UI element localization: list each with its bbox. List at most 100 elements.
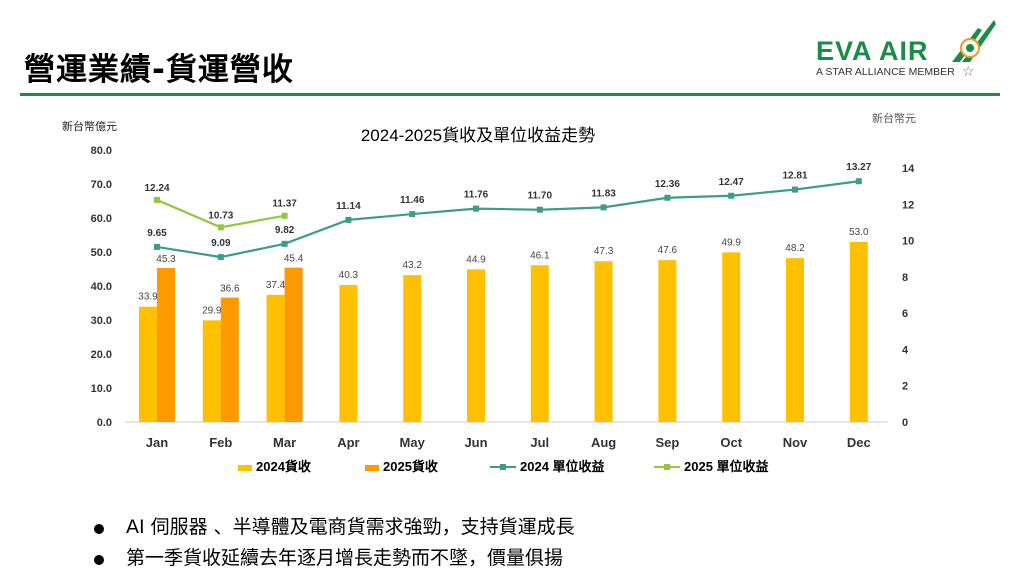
bar-2025 — [157, 267, 175, 422]
bar-2024-label: 46.1 — [530, 250, 550, 261]
chart-title: 2024-2025貨收及單位收益走勢 — [361, 126, 595, 145]
line-marker-2024 — [536, 206, 543, 213]
bar-2024 — [722, 252, 741, 422]
bar-2025-label: 45.3 — [156, 254, 176, 265]
right-tick-label: 2 — [902, 381, 908, 393]
legend-label-2025-unit: 2025 單位收益 — [684, 459, 769, 474]
bar-2024-label: 47.6 — [658, 245, 678, 256]
bullet-item: 第一季貨收延續去年逐月增長走勢而不墜，價量俱揚 — [92, 543, 575, 574]
revenue-chart: 2024-2025貨收及單位收益走勢 新台幣億元 新台幣元 0.0 10.0 20.… — [62, 111, 916, 474]
line-marker-2025 — [281, 212, 288, 219]
right-tick-label: 6 — [902, 308, 908, 320]
bar-2024-label: 47.3 — [594, 246, 614, 257]
line-value-label: 9.09 — [211, 238, 231, 249]
x-tick-label: Jan — [146, 435, 168, 450]
legend-label-2024: 2024貨收 — [256, 459, 312, 474]
legend-label-2024-unit: 2024 單位收益 — [520, 459, 605, 474]
bar-2024 — [849, 241, 868, 422]
bar-2024-label: 43.2 — [402, 260, 422, 271]
left-tick-label: 80.0 — [91, 145, 112, 157]
bullet-list: AI 伺服器 、半導體及電商貨需求強勁，支持貨運成長 第一季貨收延續去年逐月增長… — [92, 512, 575, 574]
bar-2024 — [658, 260, 677, 422]
x-tick-label: Dec — [847, 435, 871, 450]
x-tick-label: Mar — [273, 435, 296, 450]
line-value-label: 9.82 — [275, 225, 295, 236]
line-marker-2024 — [600, 204, 607, 211]
bar-2025 — [220, 297, 239, 422]
right-tick-label: 8 — [902, 272, 908, 284]
line-value-label: 11.70 — [528, 191, 553, 202]
header-divider — [20, 93, 1000, 96]
x-tick-label: Nov — [783, 435, 808, 450]
left-tick-label: 0.0 — [97, 417, 112, 429]
bar-2024 — [403, 275, 422, 422]
line-marker-2024 — [664, 194, 671, 201]
bullet-text: 第一季貨收延續去年逐月增長走勢而不墜，價量俱揚 — [126, 547, 564, 569]
line-marker-2024 — [792, 186, 798, 193]
right-tick-label: 4 — [902, 344, 909, 356]
logo-tagline: A STAR ALLIANCE MEMBER — [816, 66, 955, 78]
bar-2024-label: 37.4 — [266, 280, 286, 291]
x-tick-label: Oct — [720, 435, 742, 450]
bar-2024 — [467, 269, 485, 422]
bar-2024 — [594, 261, 613, 422]
line-marker-2024 — [345, 216, 352, 223]
line-value-label: 11.46 — [400, 195, 425, 206]
line-marker-2024 — [217, 254, 224, 261]
x-tick-label: Sep — [655, 435, 679, 450]
left-axis-unit: 新台幣億元 — [62, 119, 117, 133]
right-tick-label: 10 — [902, 236, 914, 248]
star-alliance-icon: ☆ — [962, 64, 975, 80]
right-tick-label: 0 — [902, 417, 908, 429]
bullet-dot-icon — [94, 555, 104, 565]
x-tick-label: May — [400, 435, 426, 450]
bar-2024 — [786, 258, 804, 422]
bar-2024-label: 49.9 — [721, 237, 741, 248]
bullet-item: AI 伺服器 、半導體及電商貨需求強勁，支持貨運成長 — [92, 512, 575, 543]
x-tick-label: Jun — [464, 435, 487, 450]
line-value-label: 12.36 — [655, 179, 680, 190]
bar-2024-label: 44.9 — [466, 254, 486, 265]
line-value-label: 11.83 — [591, 188, 616, 199]
bar-2024-label: 29.9 — [202, 305, 222, 316]
legend-label-2025: 2025貨收 — [383, 459, 439, 474]
bar-2024-label: 33.9 — [138, 292, 158, 303]
line-value-label: 11.14 — [336, 201, 361, 212]
left-tick-label: 20.0 — [91, 349, 112, 361]
bar-2024 — [202, 320, 221, 422]
x-tick-label: Feb — [209, 435, 232, 450]
x-tick-label: Jul — [530, 435, 549, 450]
left-tick-label: 30.0 — [91, 315, 112, 327]
line-2024-unit-revenue — [156, 180, 859, 259]
line-marker-2024 — [154, 243, 160, 250]
left-tick-label: 70.0 — [91, 179, 112, 191]
line-value-label: 9.65 — [147, 228, 167, 239]
legend-swatch-2024 — [238, 465, 252, 471]
eva-air-emblem-icon — [952, 20, 996, 62]
left-tick-label: 40.0 — [91, 281, 112, 293]
bar-2024 — [139, 306, 157, 422]
bar-2025-label: 45.4 — [284, 254, 304, 265]
bullet-text: AI 伺服器 、半導體及電商貨需求強勁，支持貨運成長 — [126, 516, 575, 538]
line-marker-2024 — [409, 211, 416, 218]
right-tick-label: 12 — [902, 199, 914, 211]
bar-2024-label: 53.0 — [849, 227, 869, 238]
bar-2024-label: 48.2 — [785, 243, 805, 254]
bar-2025-label: 36.6 — [220, 284, 240, 295]
line-marker-2025 — [217, 224, 224, 231]
page-title: 營運業績-貨運營收 — [24, 52, 294, 88]
line-marker-2024 — [281, 240, 288, 247]
bar-2024 — [339, 284, 358, 422]
line-value-label: 11.37 — [272, 199, 297, 210]
line-value-label: 12.47 — [719, 177, 744, 188]
bar-2024 — [266, 294, 285, 422]
bar-2024-label: 40.3 — [339, 270, 359, 281]
line-value-label: 12.24 — [144, 183, 169, 194]
bullet-dot-icon — [94, 524, 104, 534]
right-axis-unit: 新台幣元 — [872, 111, 916, 125]
eva-air-logo: EVA AIR A STAR ALLIANCE MEMBER ☆ — [812, 14, 1002, 84]
line-marker-2024 — [473, 205, 479, 212]
left-tick-label: 50.0 — [91, 247, 112, 259]
bar-2024 — [530, 265, 549, 422]
logo-wordmark: EVA AIR — [816, 36, 929, 66]
